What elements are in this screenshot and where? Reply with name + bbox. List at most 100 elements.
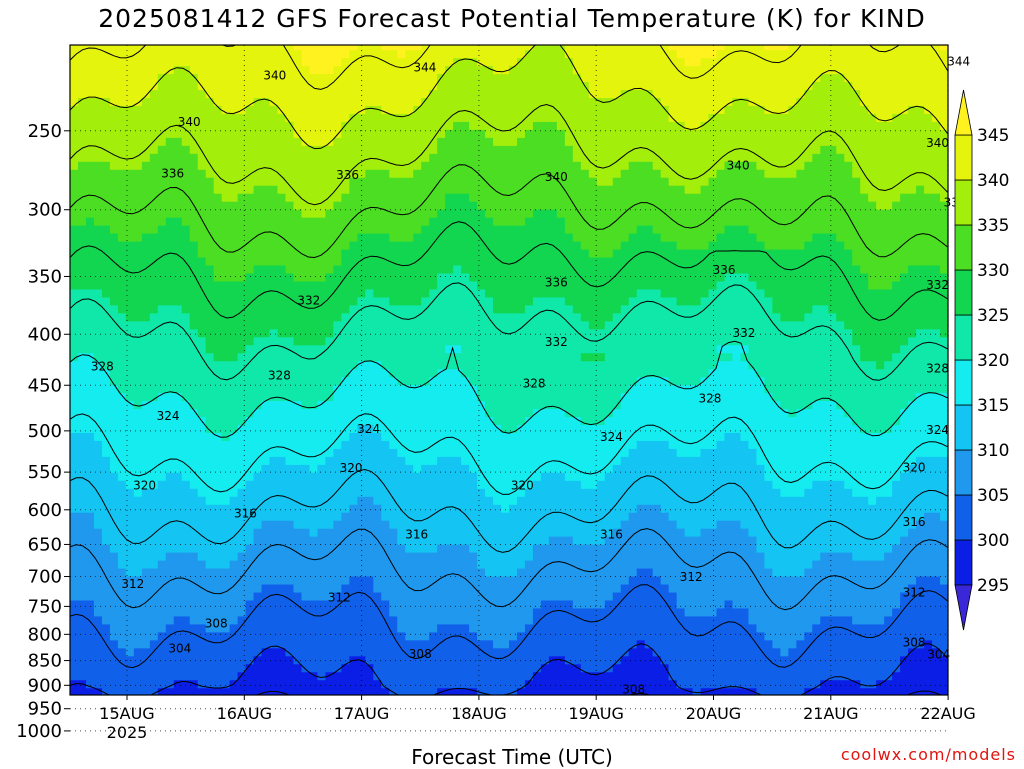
field-cell [461, 273, 470, 283]
field-cell [77, 329, 87, 338]
field-cell [437, 257, 446, 267]
field-cell [764, 377, 773, 386]
field-cell [421, 393, 430, 402]
field-cell [636, 66, 646, 75]
field-cell [876, 225, 885, 235]
field-cell [381, 225, 390, 235]
field-cell [588, 385, 598, 394]
field-cell [301, 313, 311, 322]
field-cell [908, 385, 917, 394]
field-cell [477, 337, 486, 346]
field-cell [900, 153, 909, 163]
field-cell [532, 98, 542, 107]
field-cell [556, 377, 566, 386]
field-cell [556, 241, 566, 251]
field-cell [724, 121, 734, 131]
field-cell [70, 50, 79, 59]
field-cell [389, 121, 398, 131]
field-cell [532, 177, 542, 187]
field-cell [373, 385, 382, 394]
field-cell [493, 281, 502, 291]
field-cell [908, 137, 917, 147]
field-cell [748, 34, 757, 43]
field-cell [612, 105, 622, 115]
field-cell [349, 82, 358, 91]
field-cell [620, 217, 630, 227]
field-cell [748, 353, 758, 362]
field-cell [501, 337, 510, 346]
field-cell [158, 34, 167, 43]
field-cell [277, 353, 287, 362]
field-cell [325, 313, 334, 322]
field-cell [389, 82, 398, 91]
field-cell [620, 377, 630, 386]
field-cell [684, 129, 694, 139]
field-cell [772, 281, 781, 291]
field-cell [501, 137, 510, 147]
field-cell [540, 289, 550, 299]
field-cell [852, 145, 861, 155]
field-cell [317, 66, 327, 75]
field-cell [932, 98, 941, 107]
field-cell [349, 161, 358, 171]
field-cell [189, 113, 199, 123]
field-cell [580, 257, 590, 267]
field-cell [493, 45, 502, 51]
field-cell [253, 377, 263, 386]
field-cell [516, 353, 526, 362]
field-cell [509, 249, 518, 259]
field-cell [485, 66, 494, 75]
field-cell [924, 66, 933, 75]
field-cell [301, 305, 311, 314]
field-cell [916, 45, 925, 51]
field-cell [756, 249, 766, 259]
field-cell [644, 161, 654, 171]
field-cell [636, 265, 646, 275]
field-cell [884, 217, 893, 227]
field-cell [221, 273, 231, 283]
field-cell [349, 337, 358, 346]
field-cell [261, 305, 271, 314]
field-cell [141, 281, 151, 291]
field-cell [701, 34, 710, 43]
field-cell [165, 217, 175, 227]
field-cell [820, 305, 829, 314]
field-cell [532, 185, 542, 195]
field-cell [269, 281, 279, 291]
field-cell [77, 369, 87, 378]
field-cell [660, 233, 670, 243]
field-cell [588, 169, 598, 179]
field-cell [548, 66, 558, 75]
field-cell [317, 249, 327, 259]
field-cell [620, 121, 630, 131]
field-cell [820, 201, 829, 211]
field-cell [876, 265, 885, 275]
field-cell [333, 113, 342, 123]
field-cell [205, 193, 215, 203]
field-cell [237, 217, 247, 227]
field-cell [612, 121, 622, 131]
field-cell [445, 209, 454, 219]
field-cell [772, 169, 781, 179]
field-cell [892, 289, 901, 299]
field-cell [916, 257, 925, 267]
field-cell [564, 329, 574, 338]
field-cell [860, 129, 869, 139]
field-cell [740, 66, 750, 75]
field-cell [237, 369, 247, 378]
field-cell [828, 145, 837, 155]
field-cell [445, 98, 454, 107]
field-cell [477, 217, 486, 227]
field-cell [285, 177, 295, 187]
field-cell [117, 105, 127, 115]
field-cell [269, 153, 279, 163]
field-cell [724, 82, 734, 91]
field-cell [780, 353, 789, 362]
field-cell [437, 201, 446, 211]
field-cell [588, 113, 598, 123]
field-cell [532, 45, 542, 51]
field-cell [516, 313, 526, 322]
field-cell [932, 74, 941, 83]
field-cell [133, 233, 143, 243]
field-cell [205, 273, 215, 283]
